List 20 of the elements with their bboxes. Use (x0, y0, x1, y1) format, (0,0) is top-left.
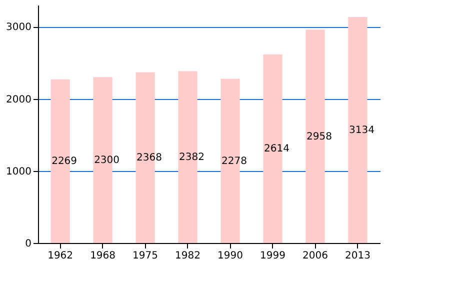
data-label: 2382 (179, 152, 204, 164)
x-tick-label: 1968 (90, 250, 116, 262)
x-tick-label: 1999 (260, 250, 286, 262)
data-label: 2958 (306, 131, 332, 142)
data-label: 2269 (52, 156, 78, 168)
data-label: 2300 (94, 155, 120, 166)
y-tick-label: 0 (25, 238, 32, 250)
data-label: 2278 (222, 156, 247, 167)
y-tick-label: 1000 (6, 166, 32, 178)
data-label: 2368 (136, 152, 162, 164)
data-label: 2614 (264, 144, 290, 155)
x-tick-label: 1975 (132, 250, 158, 262)
y-tick-label: 2000 (6, 94, 32, 106)
x-tick-label: 2006 (302, 250, 328, 262)
x-tick-label: 1982 (175, 250, 200, 262)
y-tick-label: 3000 (6, 22, 32, 34)
data-label: 3134 (348, 124, 374, 136)
x-tick-label: 1962 (48, 250, 74, 262)
x-tick-label: 1990 (218, 250, 243, 262)
x-tick-label: 2013 (344, 250, 370, 262)
